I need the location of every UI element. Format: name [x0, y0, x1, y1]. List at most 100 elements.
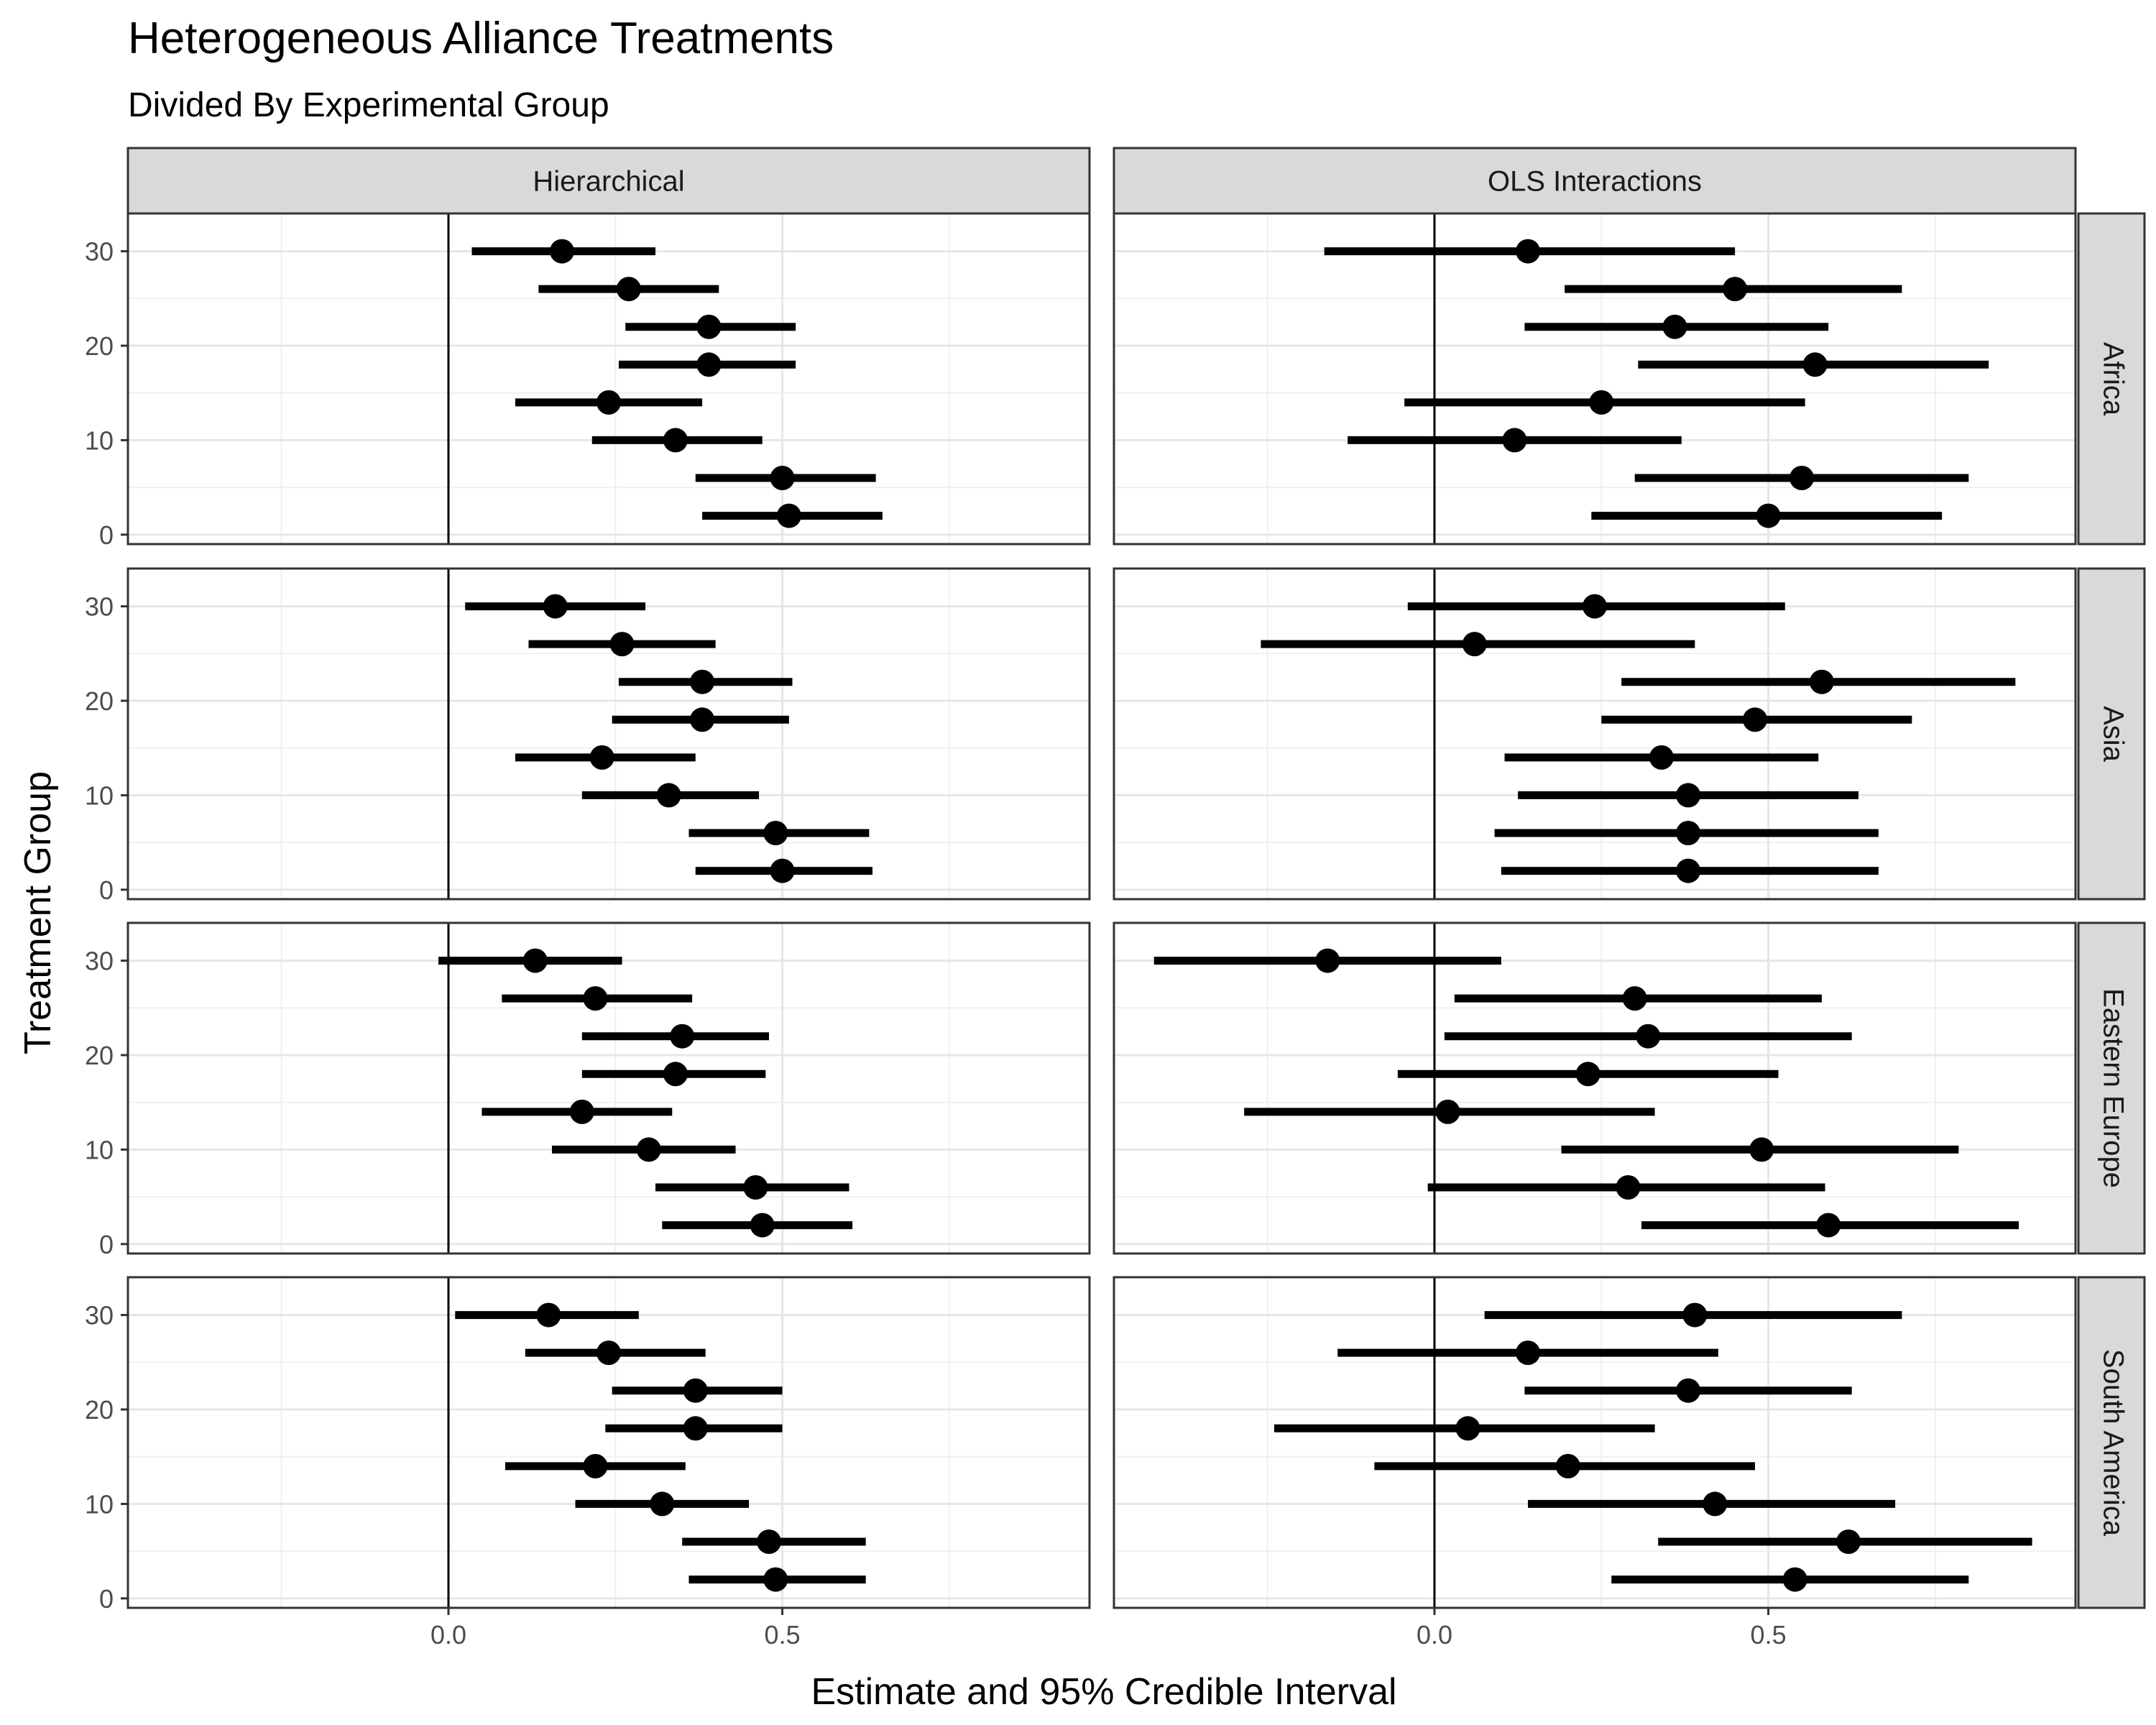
estimate-point	[609, 632, 635, 657]
estimate-point	[1636, 1024, 1661, 1049]
estimate-point	[1789, 466, 1815, 490]
y-tick-label: 30	[85, 237, 114, 267]
y-tick-label: 20	[85, 1041, 114, 1070]
panel-background	[1114, 1277, 2076, 1608]
chart-subtitle: Divided By Experimental Group	[128, 86, 609, 124]
y-tick-label: 10	[85, 1135, 114, 1164]
panel-background	[1114, 569, 2076, 899]
y-tick-label: 20	[85, 1395, 114, 1425]
estimate-point	[1756, 503, 1781, 528]
estimate-point	[776, 503, 801, 528]
estimate-point	[1723, 277, 1748, 302]
panel-background	[1114, 213, 2076, 544]
row-strip	[2077, 567, 2146, 901]
estimate-point	[1676, 858, 1701, 883]
x-tick-label: 0.0	[1416, 1620, 1452, 1650]
panel-border	[1112, 1276, 2077, 1609]
row-strip	[2077, 1276, 2146, 1609]
estimate-point	[596, 1340, 621, 1366]
estimate-point	[656, 783, 681, 808]
row-strip-label: Africa	[2097, 342, 2129, 416]
estimate-point	[522, 948, 548, 973]
row-strip-label: South America	[2097, 1349, 2129, 1537]
estimate-point	[1649, 745, 1674, 770]
estimate-point	[650, 1491, 675, 1517]
estimate-point	[1749, 1137, 1774, 1162]
panel-background	[128, 1277, 1089, 1608]
estimate-point	[596, 390, 621, 415]
estimate-point	[583, 1453, 608, 1478]
estimate-point	[757, 1530, 781, 1554]
estimate-point	[549, 239, 574, 264]
estimate-point	[1583, 594, 1607, 619]
panel-border	[1112, 921, 2077, 1255]
estimate-point	[683, 1416, 708, 1441]
estimate-point	[589, 745, 614, 770]
y-tick-label: 0	[99, 1584, 114, 1614]
y-tick-label: 0	[99, 875, 114, 905]
row-strip-label: Asia	[2097, 706, 2129, 763]
estimate-point	[1662, 314, 1687, 339]
y-tick-label: 30	[85, 947, 114, 976]
estimate-point	[1676, 1378, 1701, 1403]
estimate-point	[663, 428, 688, 453]
estimate-point	[1622, 986, 1647, 1011]
x-tick-label: 0.5	[1751, 1620, 1787, 1650]
estimate-point	[536, 1302, 561, 1328]
y-tick-label: 20	[85, 331, 114, 361]
y-tick-label: 30	[85, 1301, 114, 1330]
estimate-point	[690, 707, 715, 732]
panel-border	[1112, 567, 2077, 901]
panel-border	[126, 212, 1091, 546]
y-tick-label: 10	[85, 1489, 114, 1519]
estimate-point	[1782, 1567, 1807, 1592]
y-tick-label: 30	[85, 592, 114, 622]
panel-background	[1114, 923, 2076, 1254]
row-strip	[2077, 212, 2146, 546]
estimate-point	[1575, 1062, 1600, 1087]
x-tick-label: 0.5	[765, 1620, 801, 1650]
estimate-point	[1676, 783, 1701, 808]
y-tick-label: 10	[85, 426, 114, 455]
panel-border	[126, 1276, 1091, 1609]
x-axis-label: Estimate and 95% Credible Interval	[811, 1671, 1396, 1713]
estimate-point	[1616, 1175, 1641, 1200]
estimate-point	[696, 352, 722, 377]
panel-border	[1112, 212, 2077, 546]
estimate-point	[750, 1213, 775, 1238]
estimate-point	[770, 466, 795, 490]
estimate-point	[1555, 1453, 1580, 1478]
estimate-point	[763, 821, 788, 845]
estimate-point	[670, 1024, 695, 1049]
row-strip-label: Eastern Europe	[2097, 988, 2129, 1188]
chart-title: Heterogeneous Alliance Treatments	[128, 14, 834, 63]
estimate-point	[1502, 428, 1527, 453]
estimate-point	[636, 1137, 661, 1162]
estimate-point	[770, 858, 795, 883]
estimate-point	[1315, 948, 1340, 973]
y-tick-label: 0	[99, 1230, 114, 1259]
panel-background	[128, 213, 1089, 544]
estimate-point	[1516, 1340, 1541, 1366]
estimate-point	[1455, 1416, 1480, 1441]
panel-border	[126, 567, 1091, 901]
estimate-point	[690, 669, 715, 694]
estimate-point	[683, 1378, 708, 1403]
estimate-point	[543, 594, 568, 619]
estimate-point	[1816, 1213, 1841, 1238]
estimate-point	[696, 314, 722, 339]
facet-panels: Hierarchical OLS Interactions Africa Asia Ea…	[85, 147, 2146, 1650]
estimate-point	[1836, 1530, 1861, 1554]
estimate-point	[663, 1062, 688, 1087]
y-tick-label: 20	[85, 686, 114, 716]
panel-border	[126, 921, 1091, 1255]
column-strip-label: Hierarchical	[533, 166, 684, 198]
estimate-point	[1516, 239, 1541, 264]
estimate-point	[1743, 707, 1767, 732]
estimate-point	[743, 1175, 768, 1200]
column-strip-label: OLS Interactions	[1488, 166, 1702, 198]
column-strip	[1112, 147, 2077, 215]
estimate-point	[1802, 352, 1828, 377]
column-strip	[126, 147, 1091, 215]
